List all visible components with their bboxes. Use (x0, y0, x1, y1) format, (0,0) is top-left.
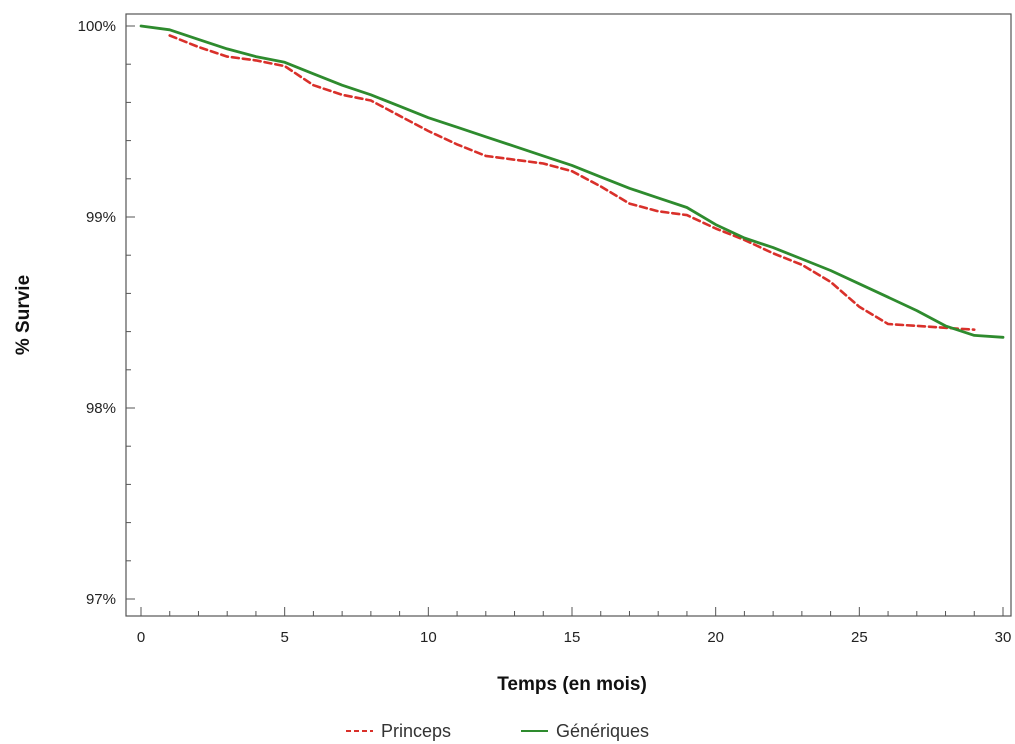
plot-frame (125, 13, 1012, 617)
y-tick-label: 99% (86, 209, 116, 226)
x-tick-label: 0 (137, 629, 145, 646)
x-axis-ticks: 0 5 10 15 20 25 30 (137, 607, 1012, 646)
legend-label: Princeps (381, 721, 451, 741)
x-tick-label: 25 (851, 629, 868, 646)
x-tick-label: 20 (707, 629, 724, 646)
y-tick-label: 100% (78, 18, 116, 35)
series-line-generiques (139, 24, 1005, 339)
x-tick-label: 15 (564, 629, 581, 646)
x-tick-label: 10 (420, 629, 437, 646)
x-tick-label: 5 (280, 629, 288, 646)
y-axis-title: % Survie (13, 275, 34, 355)
series-layer (139, 24, 1005, 339)
series-line-princeps (168, 34, 976, 332)
y-tick-label: 97% (86, 591, 116, 608)
x-tick-label: 30 (995, 629, 1012, 646)
y-tick-label: 98% (86, 400, 116, 417)
legend-label: Génériques (556, 721, 649, 741)
y-axis-ticks: 97% 98% 99% 100% (78, 18, 135, 608)
legend: Princeps Génériques (346, 721, 649, 741)
x-axis-title: Temps (en mois) (497, 674, 647, 695)
